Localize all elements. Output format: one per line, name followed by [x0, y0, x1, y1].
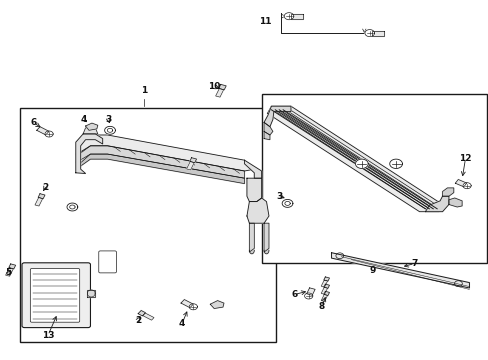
- Polygon shape: [85, 123, 98, 130]
- Polygon shape: [264, 131, 269, 140]
- Polygon shape: [284, 13, 293, 20]
- Text: 13: 13: [41, 331, 54, 340]
- Polygon shape: [249, 223, 254, 252]
- Polygon shape: [76, 134, 102, 174]
- Polygon shape: [181, 300, 193, 308]
- Polygon shape: [215, 89, 223, 97]
- Text: 12: 12: [458, 154, 471, 163]
- Polygon shape: [67, 203, 78, 211]
- Polygon shape: [323, 291, 329, 296]
- Text: 11: 11: [258, 17, 271, 26]
- Polygon shape: [83, 128, 98, 134]
- Polygon shape: [371, 31, 383, 36]
- Bar: [20, 108, 276, 342]
- Text: 10: 10: [207, 82, 220, 91]
- Text: 4: 4: [81, 115, 87, 124]
- Polygon shape: [38, 194, 45, 199]
- Polygon shape: [331, 253, 468, 288]
- Polygon shape: [37, 127, 49, 135]
- Polygon shape: [189, 158, 196, 163]
- Polygon shape: [264, 223, 268, 252]
- Polygon shape: [76, 135, 254, 171]
- Text: 3: 3: [276, 192, 282, 201]
- Polygon shape: [249, 250, 254, 254]
- Text: 4: 4: [178, 320, 185, 328]
- Text: 2: 2: [42, 184, 48, 193]
- Polygon shape: [186, 162, 194, 170]
- Polygon shape: [104, 126, 115, 134]
- Text: 2: 2: [135, 316, 141, 325]
- Polygon shape: [323, 284, 329, 288]
- Polygon shape: [78, 154, 244, 184]
- Polygon shape: [219, 85, 225, 90]
- Polygon shape: [87, 290, 95, 297]
- Polygon shape: [304, 293, 312, 299]
- Polygon shape: [6, 268, 13, 276]
- Polygon shape: [244, 160, 261, 178]
- Polygon shape: [189, 304, 197, 310]
- Polygon shape: [142, 313, 154, 320]
- Polygon shape: [264, 250, 268, 254]
- Polygon shape: [462, 183, 470, 189]
- Text: 3: 3: [105, 115, 111, 124]
- Polygon shape: [321, 280, 327, 287]
- Polygon shape: [45, 131, 53, 137]
- Polygon shape: [246, 178, 261, 202]
- Text: 1: 1: [141, 86, 147, 95]
- FancyBboxPatch shape: [22, 263, 90, 328]
- Polygon shape: [323, 277, 329, 281]
- Text: 8: 8: [318, 302, 324, 311]
- Polygon shape: [138, 310, 145, 316]
- Polygon shape: [264, 106, 290, 127]
- Polygon shape: [448, 198, 461, 207]
- Polygon shape: [355, 159, 367, 168]
- Text: 5: 5: [6, 269, 12, 277]
- Polygon shape: [425, 196, 448, 212]
- Polygon shape: [364, 30, 374, 37]
- Polygon shape: [35, 198, 42, 206]
- Polygon shape: [321, 294, 327, 301]
- Text: 7: 7: [410, 259, 417, 268]
- FancyBboxPatch shape: [99, 251, 116, 273]
- Text: 6: 6: [30, 118, 36, 127]
- Polygon shape: [76, 146, 244, 178]
- Polygon shape: [264, 122, 272, 135]
- Polygon shape: [210, 301, 224, 309]
- Polygon shape: [291, 14, 303, 19]
- Polygon shape: [454, 180, 466, 187]
- Polygon shape: [282, 199, 292, 207]
- FancyBboxPatch shape: [30, 269, 80, 322]
- Polygon shape: [306, 288, 314, 295]
- Polygon shape: [389, 159, 402, 168]
- Polygon shape: [321, 287, 327, 294]
- Polygon shape: [246, 198, 268, 223]
- Polygon shape: [9, 264, 16, 269]
- Polygon shape: [267, 106, 442, 212]
- Text: 9: 9: [368, 266, 375, 275]
- Bar: [261, 94, 486, 263]
- Polygon shape: [442, 188, 453, 196]
- Text: 6: 6: [291, 290, 297, 299]
